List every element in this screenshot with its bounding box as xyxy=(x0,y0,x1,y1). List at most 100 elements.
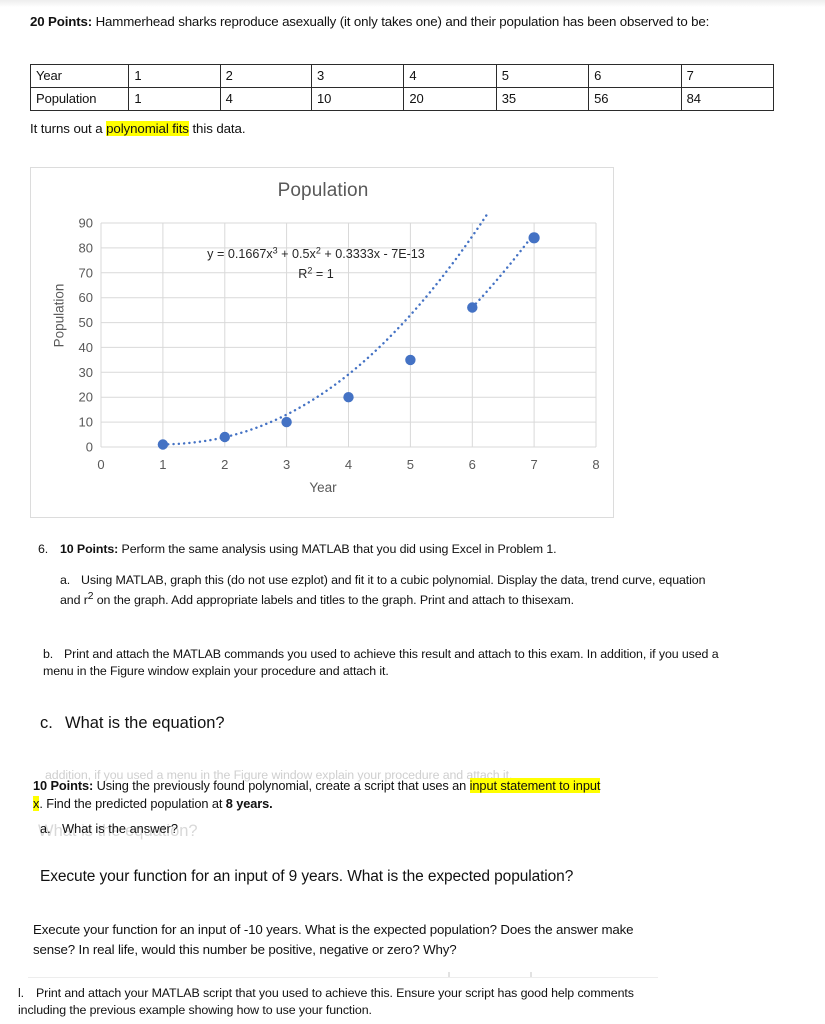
poly-text-after: this data. xyxy=(188,121,246,136)
data-point-3 xyxy=(281,416,292,428)
ten-points-label: 10 Points: xyxy=(33,778,94,793)
table-cell-year-1: 1 xyxy=(128,64,221,88)
table-row-year: Year 1 2 3 4 5 6 7 xyxy=(29,64,775,88)
table-cell-pop-1: 1 xyxy=(128,87,221,111)
eq-exp1: 3 xyxy=(273,246,278,256)
ten-points-text-mid: . Find the predicted population at xyxy=(39,796,226,811)
chart-gridlines xyxy=(100,222,597,448)
data-point-2 xyxy=(219,431,230,443)
question-6a-number: a. xyxy=(60,573,71,587)
ghost-text-fragment: What is the equation? xyxy=(38,822,198,840)
svg-text:6: 6 xyxy=(469,457,476,472)
execute-9-years-paragraph: Execute your function for an input of 9 … xyxy=(40,868,574,885)
svg-text:30: 30 xyxy=(79,365,93,380)
table-cell-pop-3: 10 xyxy=(310,87,405,111)
svg-text:7: 7 xyxy=(530,457,537,472)
svg-text:60: 60 xyxy=(79,290,93,305)
intro-text: Hammerhead sharks reproduce asexually (i… xyxy=(92,14,710,29)
question-6a: a. Using MATLAB, graph this (do not use … xyxy=(60,572,720,608)
svg-text:8: 8 xyxy=(592,457,599,472)
svg-text:2: 2 xyxy=(221,457,228,472)
last-item-text: Print and attach your MATLAB script that… xyxy=(18,986,634,1017)
eq-lead: y = 0.1667x xyxy=(207,247,273,261)
svg-text:70: 70 xyxy=(79,265,93,280)
table-cell-pop-7: 84 xyxy=(680,87,775,111)
svg-text:1: 1 xyxy=(159,457,166,472)
ten-points-block: 10 Points: Using the previously found po… xyxy=(33,777,653,813)
table-cell-pop-5: 35 xyxy=(495,87,590,111)
chart-x-tick-labels: 0 1 2 3 4 5 6 7 8 xyxy=(97,457,599,472)
table-cell-pop-2: 4 xyxy=(219,87,313,111)
chart-rsquared-label: R2 = 1 xyxy=(298,266,333,282)
question-6: 6. 10 Points: Perform the same analysis … xyxy=(38,541,738,558)
rsq-label: R xyxy=(298,267,307,281)
question-6a-text: Using MATLAB, graph this (do not use ezp… xyxy=(60,573,705,607)
poly-text-before: It turns out a xyxy=(30,121,107,136)
table-header-year: Year xyxy=(29,64,130,88)
chart-y-tick-labels: 0 10 20 30 40 50 60 70 80 90 xyxy=(79,216,93,455)
svg-text:50: 50 xyxy=(79,315,93,330)
rsq-exp: 2 xyxy=(307,266,312,276)
q6a-line2-pre: curve, equation and r xyxy=(60,573,706,607)
table-cell-year-6: 6 xyxy=(588,64,682,88)
question-6c-number: c. xyxy=(40,714,53,732)
chart-equation-label: y = 0.1667x3 + 0.5x2 + 0.3333x - 7E-13 xyxy=(207,246,425,262)
faint-artifact-dot-1 xyxy=(448,972,450,977)
svg-text:5: 5 xyxy=(407,457,414,472)
table-cell-pop-4: 20 xyxy=(403,87,497,111)
ten-points-text-pre: Using the previously found polynomial, c… xyxy=(93,778,470,793)
data-point-1 xyxy=(157,439,169,450)
svg-text:4: 4 xyxy=(345,457,352,472)
question-a-text: What is the answer? xyxy=(62,821,178,836)
chart-plot-svg: 0 10 20 30 40 50 60 70 80 90 0 1 2 3 4 5… xyxy=(79,212,600,472)
data-point-6 xyxy=(467,302,478,313)
table-cell-year-2: 2 xyxy=(219,64,313,88)
q6a-exponent: 2 xyxy=(87,590,94,602)
question-6c: c. What is the equation? xyxy=(40,712,540,734)
ghost-text-line: addition, if you used a menu in the Figu… xyxy=(45,768,513,782)
question-6-number: 6. xyxy=(38,542,49,556)
question-6b-text: Print and attach the MATLAB commands you… xyxy=(43,647,719,678)
intro-points-label: 20 Points: xyxy=(30,14,93,29)
svg-text:0: 0 xyxy=(97,457,104,472)
table-cell-pop-6: 56 xyxy=(588,87,682,111)
chart-trendline xyxy=(161,212,489,446)
table-cell-year-4: 4 xyxy=(403,64,497,88)
intro-paragraph: 20 Points: Hammerhead sharks reproduce a… xyxy=(30,11,798,32)
question-a-answer: a. What is the answer? xyxy=(40,820,440,838)
svg-text:10: 10 xyxy=(79,415,93,430)
q6a-line3: thisexam. xyxy=(521,592,574,607)
population-data-table: Year 1 2 3 4 5 6 7 Population 1 4 10 20 … xyxy=(29,64,775,111)
last-list-item: l. Print and attach your MATLAB script t… xyxy=(18,985,678,1019)
svg-text:3: 3 xyxy=(283,457,290,472)
ten-points-highlight-2: x xyxy=(33,796,40,811)
table-row-population: Population 1 4 10 20 35 56 84 xyxy=(29,87,775,111)
chart-trendline-tail xyxy=(471,232,536,309)
svg-text:80: 80 xyxy=(79,240,93,255)
population-chart: Population Population Year xyxy=(30,167,614,518)
question-a-number: a. xyxy=(40,821,51,836)
table-cell-year-5: 5 xyxy=(495,64,590,88)
poly-highlight: polynomial fits xyxy=(106,121,189,136)
page-top-strip xyxy=(0,0,825,7)
last-item-number: l. xyxy=(18,986,24,1000)
eq-mid2: + 0.3333x - 7E-13 xyxy=(321,247,425,261)
svg-text:40: 40 xyxy=(79,340,93,355)
table-cell-year-3: 3 xyxy=(310,64,405,88)
question-6b-number: b. xyxy=(43,647,54,661)
data-point-7 xyxy=(528,232,540,244)
rsq-val: = 1 xyxy=(312,267,333,281)
q6a-line2-post: on the graph. Add appropriate labels and… xyxy=(93,592,519,607)
chart-x-axis-title: Year xyxy=(309,480,337,495)
table-cell-year-7: 7 xyxy=(680,64,775,88)
svg-text:0: 0 xyxy=(86,440,93,455)
ten-points-highlight-1: input statement to input xyxy=(469,778,601,793)
data-point-4 xyxy=(343,392,354,403)
question-6-body: Perform the same analysis using MATLAB t… xyxy=(118,542,557,556)
question-6-text: 10 Points: Perform the same analysis usi… xyxy=(60,542,557,556)
faint-horizontal-rule xyxy=(28,977,658,978)
svg-text:20: 20 xyxy=(79,390,93,405)
svg-text:90: 90 xyxy=(79,216,93,231)
eq-mid1: + 0.5x xyxy=(278,247,317,261)
